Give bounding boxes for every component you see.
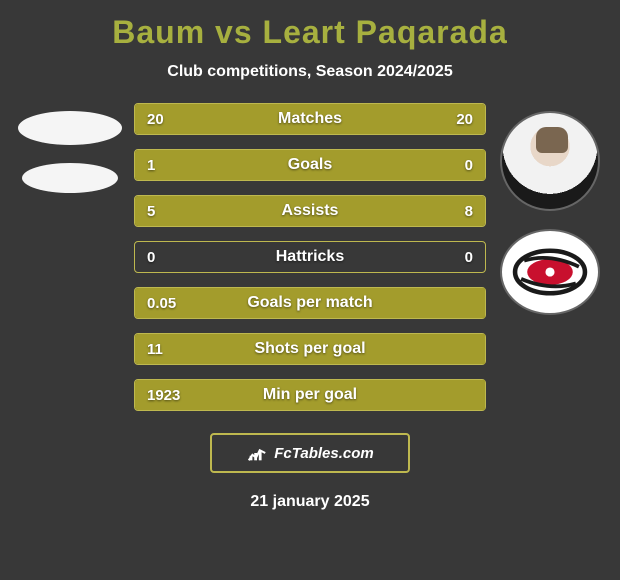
stat-label: Hattricks — [135, 248, 485, 266]
hurricane-logo-icon — [512, 244, 588, 300]
stat-value-right: 0 — [465, 157, 473, 174]
stat-row: 20Matches20 — [134, 103, 486, 135]
stat-label: Assists — [135, 202, 485, 220]
stat-row: 11Shots per goal — [134, 333, 486, 365]
left-player-column — [10, 103, 130, 193]
stat-row: 0.05Goals per match — [134, 287, 486, 319]
page-subtitle: Club competitions, Season 2024/2025 — [10, 63, 610, 81]
stat-row: 0Hattricks0 — [134, 241, 486, 273]
footer-brand-text: FcTables.com — [274, 445, 373, 462]
stat-label: Min per goal — [135, 386, 485, 404]
stat-label: Goals per match — [135, 294, 485, 312]
footer-brand-badge[interactable]: FcTables.com — [210, 433, 410, 473]
stat-row: 1Goals0 — [134, 149, 486, 181]
stat-value-right: 0 — [465, 249, 473, 266]
footer-date: 21 january 2025 — [10, 493, 610, 511]
left-team-logo-placeholder — [22, 163, 118, 193]
left-player-avatar-placeholder — [18, 111, 122, 145]
right-player-column — [490, 103, 610, 315]
stat-label: Shots per goal — [135, 340, 485, 358]
stats-column: 20Matches201Goals05Assists80Hattricks00.… — [130, 103, 490, 411]
stat-label: Goals — [135, 156, 485, 174]
main-area: 20Matches201Goals05Assists80Hattricks00.… — [10, 103, 610, 411]
comparison-card: Baum vs Leart Paqarada Club competitions… — [0, 0, 620, 580]
stat-value-right: 20 — [456, 111, 473, 128]
stat-label: Matches — [135, 110, 485, 128]
stat-row: 5Assists8 — [134, 195, 486, 227]
page-title: Baum vs Leart Paqarada — [10, 14, 610, 51]
right-team-logo — [500, 229, 600, 315]
chart-icon — [246, 442, 268, 464]
stat-row: 1923Min per goal — [134, 379, 486, 411]
right-player-avatar — [500, 111, 600, 211]
stat-value-right: 8 — [465, 203, 473, 220]
